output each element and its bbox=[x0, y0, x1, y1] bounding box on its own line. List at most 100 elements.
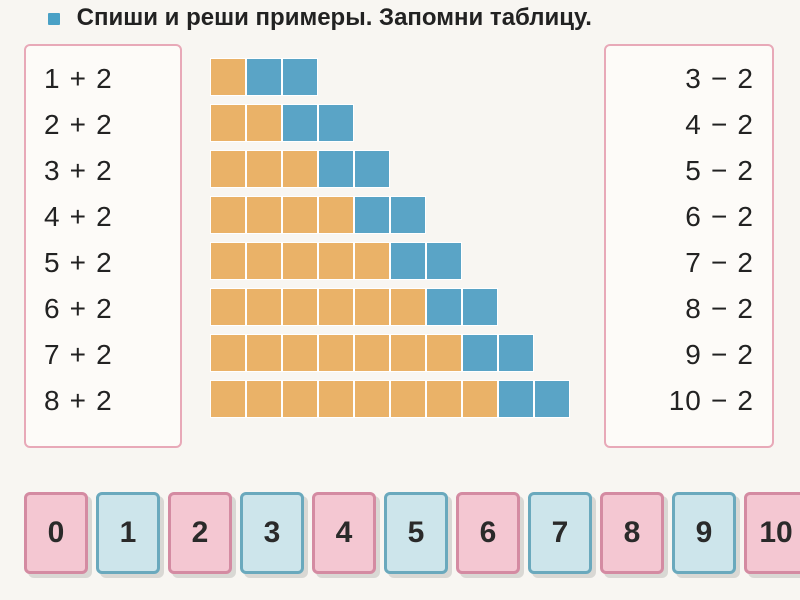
operand-a: 10 bbox=[669, 385, 702, 416]
blue-square bbox=[318, 150, 354, 188]
orange-square bbox=[390, 380, 426, 418]
blue-square bbox=[534, 380, 570, 418]
title-text: Спиши и реши примеры. Запомни таблицу. bbox=[77, 4, 592, 31]
orange-square bbox=[426, 334, 462, 372]
subtraction-equation: 10 − 2 bbox=[624, 378, 754, 424]
orange-square bbox=[210, 380, 246, 418]
operand-b: 2 bbox=[96, 201, 113, 232]
number-card-value: 0 bbox=[48, 516, 65, 550]
blue-square bbox=[246, 58, 282, 96]
operand-a: 1 bbox=[44, 63, 61, 94]
addition-equation: 6 + 2 bbox=[44, 286, 162, 332]
addition-equation: 4 + 2 bbox=[44, 194, 162, 240]
plus-icon: + bbox=[69, 286, 87, 332]
page-title: Спиши и реши примеры. Запомни таблицу. bbox=[48, 4, 780, 32]
orange-square bbox=[246, 104, 282, 142]
blue-square bbox=[462, 288, 498, 326]
bar-row bbox=[210, 58, 580, 100]
orange-square bbox=[318, 242, 354, 280]
operand-a: 3 bbox=[685, 63, 702, 94]
minus-icon: − bbox=[711, 332, 729, 378]
blue-square bbox=[498, 334, 534, 372]
orange-square bbox=[246, 242, 282, 280]
minus-icon: − bbox=[711, 102, 729, 148]
orange-square bbox=[246, 334, 282, 372]
operand-a: 4 bbox=[685, 109, 702, 140]
operand-b: 2 bbox=[96, 293, 113, 324]
bar-chart bbox=[210, 58, 580, 426]
number-card-3: 3 bbox=[240, 492, 304, 574]
subtraction-equation: 4 − 2 bbox=[624, 102, 754, 148]
operand-b: 2 bbox=[737, 339, 754, 370]
operand-a: 8 bbox=[44, 385, 61, 416]
plus-icon: + bbox=[69, 56, 87, 102]
orange-square bbox=[354, 380, 390, 418]
subtraction-equation: 3 − 2 bbox=[624, 56, 754, 102]
orange-square bbox=[354, 242, 390, 280]
orange-square bbox=[282, 150, 318, 188]
orange-square bbox=[318, 196, 354, 234]
bar-row bbox=[210, 104, 580, 146]
operand-a: 8 bbox=[685, 293, 702, 324]
orange-square bbox=[246, 380, 282, 418]
minus-icon: − bbox=[711, 148, 729, 194]
number-card-value: 2 bbox=[192, 516, 209, 550]
number-card-7: 7 bbox=[528, 492, 592, 574]
operand-b: 2 bbox=[96, 63, 113, 94]
plus-icon: + bbox=[69, 194, 87, 240]
operand-b: 2 bbox=[96, 109, 113, 140]
blue-square bbox=[282, 58, 318, 96]
blue-square bbox=[426, 288, 462, 326]
orange-square bbox=[282, 334, 318, 372]
blue-square bbox=[426, 242, 462, 280]
orange-square bbox=[282, 288, 318, 326]
subtraction-equation: 8 − 2 bbox=[624, 286, 754, 332]
plus-icon: + bbox=[69, 378, 87, 424]
orange-square bbox=[390, 288, 426, 326]
orange-square bbox=[210, 104, 246, 142]
subtraction-equation: 6 − 2 bbox=[624, 194, 754, 240]
number-card-1: 1 bbox=[96, 492, 160, 574]
addition-equation: 1 + 2 bbox=[44, 56, 162, 102]
addition-equation: 5 + 2 bbox=[44, 240, 162, 286]
addition-equation: 3 + 2 bbox=[44, 148, 162, 194]
minus-icon: − bbox=[711, 286, 729, 332]
operand-b: 2 bbox=[737, 63, 754, 94]
number-cards: 012345678910 bbox=[24, 492, 800, 574]
bar-row bbox=[210, 380, 580, 422]
operand-a: 4 bbox=[44, 201, 61, 232]
operand-a: 5 bbox=[685, 155, 702, 186]
operand-a: 7 bbox=[44, 339, 61, 370]
blue-square bbox=[390, 196, 426, 234]
number-card-value: 7 bbox=[552, 516, 569, 550]
bar-row bbox=[210, 242, 580, 284]
operand-b: 2 bbox=[96, 385, 113, 416]
number-card-value: 8 bbox=[624, 516, 641, 550]
number-card-6: 6 bbox=[456, 492, 520, 574]
number-card-value: 10 bbox=[759, 516, 792, 550]
orange-square bbox=[354, 334, 390, 372]
plus-icon: + bbox=[69, 148, 87, 194]
number-card-2: 2 bbox=[168, 492, 232, 574]
number-card-value: 6 bbox=[480, 516, 497, 550]
subtraction-equation: 7 − 2 bbox=[624, 240, 754, 286]
blue-square bbox=[498, 380, 534, 418]
orange-square bbox=[246, 288, 282, 326]
addition-equation: 7 + 2 bbox=[44, 332, 162, 378]
operand-b: 2 bbox=[737, 293, 754, 324]
orange-square bbox=[426, 380, 462, 418]
operand-a: 6 bbox=[44, 293, 61, 324]
blue-square bbox=[462, 334, 498, 372]
operand-a: 9 bbox=[685, 339, 702, 370]
blue-square bbox=[282, 104, 318, 142]
bar-row bbox=[210, 288, 580, 330]
orange-square bbox=[282, 196, 318, 234]
addition-equation: 8 + 2 bbox=[44, 378, 162, 424]
orange-square bbox=[282, 242, 318, 280]
blue-square bbox=[354, 196, 390, 234]
orange-square bbox=[246, 196, 282, 234]
number-card-4: 4 bbox=[312, 492, 376, 574]
orange-square bbox=[318, 380, 354, 418]
operand-a: 5 bbox=[44, 247, 61, 278]
blue-square bbox=[318, 104, 354, 142]
